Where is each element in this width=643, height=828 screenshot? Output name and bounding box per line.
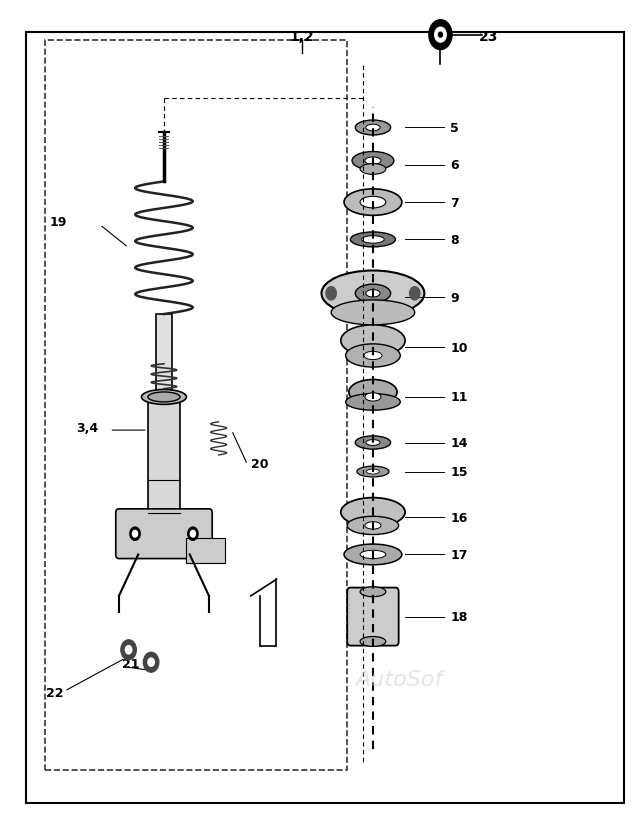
Circle shape: [326, 287, 336, 301]
Ellipse shape: [346, 344, 400, 368]
Ellipse shape: [355, 285, 391, 303]
Text: 20: 20: [251, 457, 268, 470]
Ellipse shape: [355, 436, 391, 450]
Ellipse shape: [347, 517, 399, 535]
Circle shape: [188, 527, 198, 541]
Text: 23: 23: [479, 31, 498, 44]
Circle shape: [125, 646, 132, 654]
Bar: [156, 315, 172, 397]
Ellipse shape: [341, 498, 405, 527]
Ellipse shape: [360, 164, 386, 176]
Text: 15: 15: [450, 465, 467, 479]
Ellipse shape: [360, 197, 386, 209]
Ellipse shape: [346, 394, 400, 411]
Circle shape: [143, 652, 159, 672]
Circle shape: [410, 287, 420, 301]
Text: 8: 8: [450, 233, 458, 247]
Ellipse shape: [350, 233, 395, 248]
Ellipse shape: [365, 393, 381, 402]
Ellipse shape: [344, 190, 402, 216]
Ellipse shape: [352, 152, 394, 171]
Text: 16: 16: [450, 511, 467, 524]
Circle shape: [121, 640, 136, 660]
Ellipse shape: [322, 272, 424, 317]
Text: 3,4: 3,4: [76, 421, 98, 435]
Circle shape: [148, 658, 154, 667]
Ellipse shape: [361, 237, 385, 243]
Ellipse shape: [365, 522, 381, 530]
Circle shape: [132, 531, 138, 537]
Circle shape: [190, 531, 195, 537]
Text: 19: 19: [49, 215, 67, 229]
Circle shape: [435, 28, 446, 43]
FancyBboxPatch shape: [347, 588, 399, 646]
Text: 10: 10: [450, 341, 467, 354]
Text: 17: 17: [450, 548, 467, 561]
Ellipse shape: [366, 125, 380, 132]
Text: 21: 21: [122, 657, 140, 671]
Text: AutoSof: AutoSof: [355, 669, 442, 689]
Ellipse shape: [364, 352, 382, 360]
Text: 18: 18: [450, 610, 467, 623]
Ellipse shape: [366, 440, 380, 445]
Bar: [45, 41, 347, 770]
Circle shape: [439, 33, 442, 38]
Ellipse shape: [360, 551, 386, 559]
Ellipse shape: [344, 545, 402, 565]
Ellipse shape: [357, 466, 389, 477]
Text: 6: 6: [450, 159, 458, 172]
Text: 14: 14: [450, 436, 467, 450]
Bar: [186, 538, 225, 563]
Text: 22: 22: [46, 686, 64, 700]
Ellipse shape: [365, 157, 381, 166]
Ellipse shape: [331, 301, 415, 325]
FancyBboxPatch shape: [116, 509, 212, 559]
Circle shape: [130, 527, 140, 541]
Ellipse shape: [367, 469, 379, 474]
Ellipse shape: [355, 121, 391, 136]
Ellipse shape: [141, 390, 186, 405]
Circle shape: [429, 21, 452, 51]
Ellipse shape: [148, 392, 180, 402]
Ellipse shape: [360, 637, 386, 647]
Text: 5: 5: [450, 122, 459, 135]
Ellipse shape: [349, 380, 397, 405]
Text: 1,2: 1,2: [290, 31, 314, 44]
Text: 7: 7: [450, 196, 459, 209]
Text: 11: 11: [450, 391, 467, 404]
Ellipse shape: [360, 587, 386, 597]
Text: 9: 9: [450, 291, 458, 305]
Bar: [148, 397, 180, 513]
Ellipse shape: [366, 291, 380, 298]
Ellipse shape: [341, 325, 405, 357]
